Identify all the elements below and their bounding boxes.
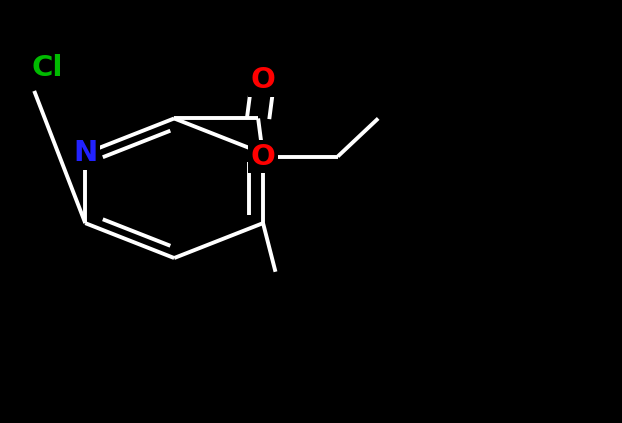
Text: O: O — [251, 143, 276, 170]
Text: Cl: Cl — [31, 54, 63, 82]
Text: O: O — [251, 66, 276, 94]
Text: N: N — [73, 139, 98, 168]
